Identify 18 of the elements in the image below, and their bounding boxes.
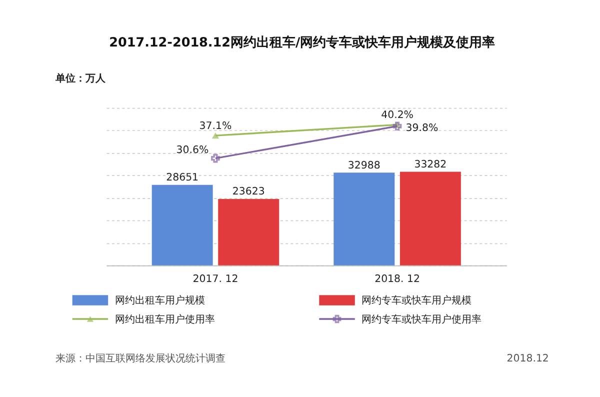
x-tick-label: 2018. 12 [374, 274, 420, 285]
data-label: 23623 [232, 186, 265, 198]
data-label: 39.8% [406, 123, 439, 134]
data-label: 30.6% [176, 145, 209, 156]
data-label: 37.1% [199, 120, 232, 132]
legend-label: 网约专车或快车用户规模 [362, 294, 472, 307]
data-label: 32988 [348, 160, 380, 172]
legend-label: 网约专车或快车用户使用率 [362, 313, 482, 326]
legend-label: 网约出租车用户规模 [114, 294, 205, 307]
y-axis-title: 单位：万人 [54, 72, 106, 85]
data-label: 40.2% [381, 110, 414, 121]
text: 2018.12 [506, 354, 549, 365]
source-note: 来源：中国互联网络发展状况统计调查 [55, 352, 226, 365]
legend-label: 网约出租车用户使用率 [114, 313, 215, 326]
data-label: 28651 [166, 172, 199, 184]
chart-title: 2017.12-2018.12网约出租车/网约专车或快车用户规模及使用率 [109, 34, 496, 51]
x-tick-label: 2017. 12 [192, 274, 238, 285]
data-label: 33282 [414, 160, 447, 171]
